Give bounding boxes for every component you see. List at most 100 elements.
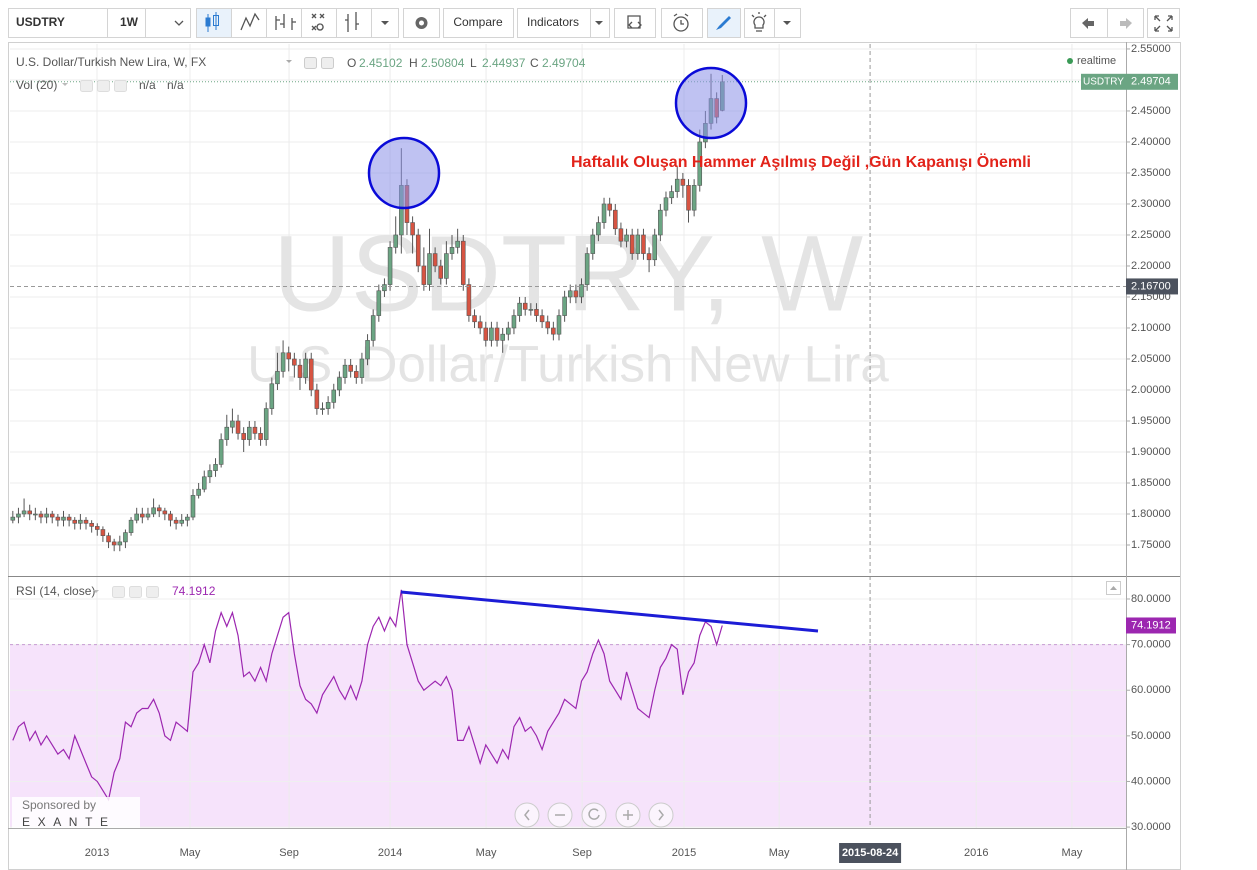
candle-body xyxy=(382,284,387,292)
candles-icon xyxy=(205,17,211,27)
candle-body xyxy=(432,253,438,267)
alarm-icon xyxy=(673,16,689,32)
legend-button[interactable] xyxy=(129,586,142,598)
undo-icon xyxy=(1082,18,1094,29)
candle-body xyxy=(83,519,89,524)
symbol-box[interactable] xyxy=(8,8,108,38)
candle-body xyxy=(669,191,674,199)
last-price-tag xyxy=(1126,73,1178,90)
x-tick-label: May xyxy=(1062,847,1083,859)
interval-box[interactable] xyxy=(107,8,146,38)
legend-button[interactable] xyxy=(97,80,110,92)
candle-body xyxy=(247,426,252,440)
candle-body xyxy=(472,315,477,323)
ohlc-label: H xyxy=(409,56,418,70)
alerts[interactable] xyxy=(661,8,703,38)
candle-body xyxy=(72,519,78,524)
compare-button[interactable] xyxy=(443,8,514,38)
candle-body xyxy=(534,309,539,316)
candle-body xyxy=(618,228,624,242)
interval-menu[interactable] xyxy=(145,8,191,38)
annotation[interactable]: Haftalık Oluşan Hammer Aşılmış Değil ,Gü… xyxy=(571,152,1031,171)
y-tick-label: 2.45000 xyxy=(1131,105,1171,117)
rsi-title: RSI (14, close) xyxy=(16,584,95,598)
candle-body xyxy=(511,315,517,329)
candle-body xyxy=(376,290,382,316)
crosshair-x-label: 2015-08-24 xyxy=(842,847,899,859)
candle-body xyxy=(252,426,258,434)
candle-body xyxy=(66,516,72,521)
y-tick-label: 2.30000 xyxy=(1131,198,1171,210)
legend-button[interactable] xyxy=(321,57,334,69)
status: realtime xyxy=(1077,55,1116,67)
y-tick-label: 50.0000 xyxy=(1131,730,1171,742)
status-dot xyxy=(1067,58,1073,64)
candle-body xyxy=(275,371,280,385)
legend-button[interactable] xyxy=(80,80,93,92)
compare-label[interactable]: Compare xyxy=(453,15,503,29)
candle-body xyxy=(179,519,185,524)
candle-body xyxy=(235,420,241,434)
scroll-left[interactable] xyxy=(514,802,540,828)
candle-body xyxy=(477,321,483,329)
rsi-value: 74.1912 xyxy=(172,584,216,598)
candle-body xyxy=(556,315,562,335)
legend-button[interactable] xyxy=(114,80,127,92)
candle-body xyxy=(658,209,663,236)
legend-button[interactable] xyxy=(146,586,159,598)
candle-body xyxy=(320,408,325,410)
redo[interactable] xyxy=(1107,8,1144,38)
candle-body xyxy=(663,197,669,211)
crosshair-y-tag xyxy=(1126,278,1178,295)
navigation-icons xyxy=(524,808,664,821)
candle-body xyxy=(528,309,534,311)
sponsor-label: Sponsored by xyxy=(22,798,96,812)
candle-body xyxy=(444,253,449,279)
symbol-input[interactable]: USDTRY xyxy=(16,15,65,29)
y-tick-label: 2.55000 xyxy=(1131,43,1171,55)
highlight-circle[interactable] xyxy=(367,136,441,210)
y-tick-label: 60.0000 xyxy=(1131,684,1171,696)
y-tick-label: 80.0000 xyxy=(1131,593,1171,605)
chart-style[interactable] xyxy=(231,8,267,38)
candle-body xyxy=(680,178,686,186)
indicators-label[interactable]: Indicators xyxy=(527,15,579,29)
y-tick-label: 2.05000 xyxy=(1131,353,1171,365)
scroll-right[interactable] xyxy=(648,802,674,828)
y-tick-label: 40.0000 xyxy=(1131,775,1171,787)
highlight-circle[interactable] xyxy=(674,66,748,140)
close-value: 2.49704 xyxy=(542,56,586,70)
candle-body xyxy=(354,371,359,378)
y-tick-label: 70.0000 xyxy=(1131,639,1171,651)
candle-body xyxy=(427,253,432,285)
legend-button[interactable] xyxy=(304,57,317,69)
candle-body xyxy=(190,495,196,518)
sponsor-box[interactable] xyxy=(12,797,140,828)
candle-body xyxy=(224,426,230,440)
reset[interactable] xyxy=(581,802,607,828)
y-tick-label: 2.20000 xyxy=(1131,260,1171,272)
candle-body xyxy=(21,510,27,515)
maximize-icon xyxy=(1110,586,1117,590)
chart-style[interactable] xyxy=(301,8,337,38)
indicators-button[interactable] xyxy=(517,8,610,38)
trend-line[interactable] xyxy=(400,590,819,633)
candle-body xyxy=(641,234,646,254)
candle-body xyxy=(297,364,303,378)
candle-body xyxy=(241,433,246,440)
candle-body xyxy=(410,222,415,236)
interval[interactable]: 1W xyxy=(120,15,139,29)
volume-label: Vol (20) xyxy=(16,78,57,92)
candle-body xyxy=(697,141,703,186)
chart-style[interactable] xyxy=(336,8,372,38)
candle-body xyxy=(652,234,657,261)
candle-body xyxy=(421,265,427,285)
candle-body xyxy=(590,234,596,254)
candle-body xyxy=(16,513,21,518)
legend-button[interactable] xyxy=(112,586,125,598)
icon xyxy=(311,13,325,31)
candles-icon xyxy=(213,15,219,26)
fullscreen[interactable] xyxy=(1147,8,1180,38)
templates[interactable] xyxy=(614,8,656,38)
y-tick-label: 2.10000 xyxy=(1131,322,1171,334)
